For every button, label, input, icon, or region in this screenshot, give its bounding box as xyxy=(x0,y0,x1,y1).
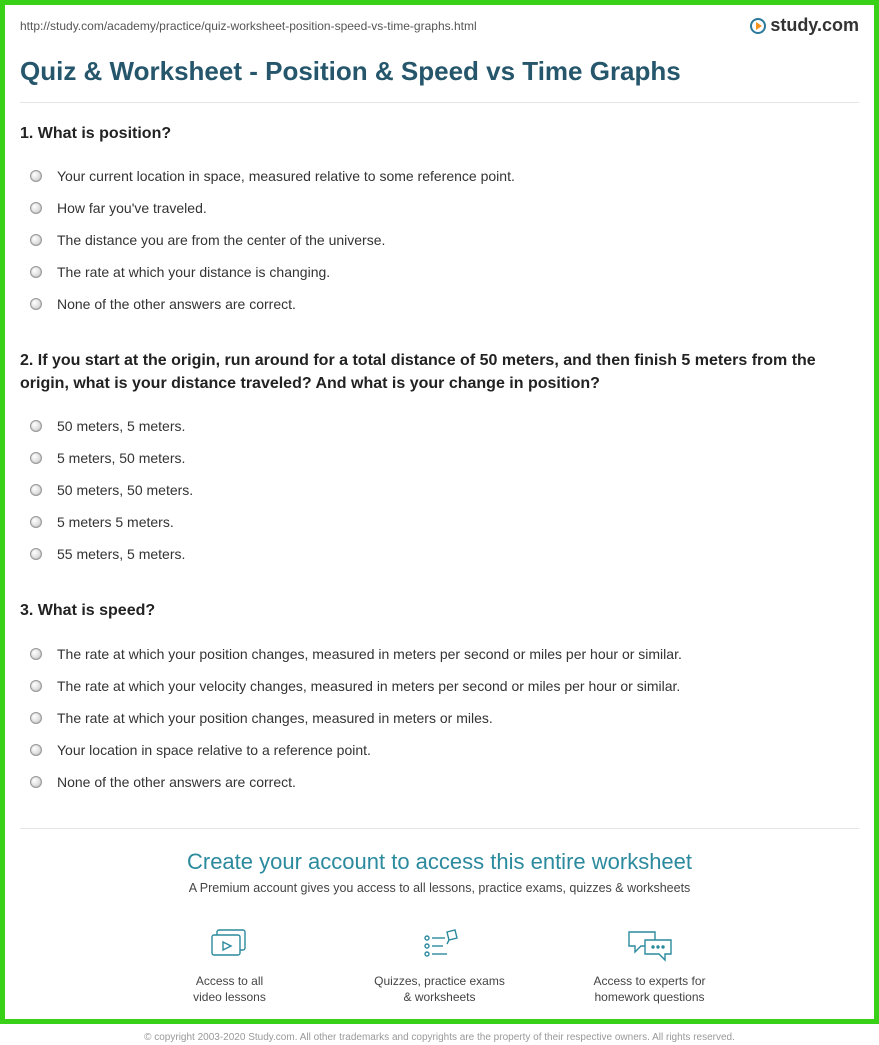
divider xyxy=(20,828,859,829)
chat-icon xyxy=(575,925,725,965)
radio-icon[interactable] xyxy=(30,744,42,756)
option-text: The rate at which your velocity changes,… xyxy=(57,678,680,694)
radio-icon[interactable] xyxy=(30,298,42,310)
answer-option[interactable]: Your location in space relative to a ref… xyxy=(20,734,859,766)
answer-option[interactable]: None of the other answers are correct. xyxy=(20,288,859,320)
radio-icon[interactable] xyxy=(30,548,42,560)
question-text: 1. What is position? xyxy=(20,123,859,145)
feature-text-line1: Quizzes, practice exams xyxy=(374,974,505,988)
answer-option[interactable]: 55 meters, 5 meters. xyxy=(20,538,859,570)
option-text: 55 meters, 5 meters. xyxy=(57,546,185,562)
option-text: The distance you are from the center of … xyxy=(57,232,385,248)
radio-icon[interactable] xyxy=(30,234,42,246)
option-text: The rate at which your position changes,… xyxy=(57,646,682,662)
option-text: None of the other answers are correct. xyxy=(57,296,296,312)
radio-icon[interactable] xyxy=(30,170,42,182)
option-text: None of the other answers are correct. xyxy=(57,774,296,790)
radio-icon[interactable] xyxy=(30,266,42,278)
feature-video-lessons: Access to all video lessons xyxy=(155,925,305,1007)
option-text: Your current location in space, measured… xyxy=(57,168,515,184)
quiz-icon xyxy=(365,925,515,965)
logo-text: study.com xyxy=(770,15,859,36)
option-text: 5 meters, 50 meters. xyxy=(57,450,185,466)
answer-option[interactable]: The rate at which your velocity changes,… xyxy=(20,670,859,702)
option-text: 5 meters 5 meters. xyxy=(57,514,174,530)
answer-option[interactable]: The rate at which your distance is chang… xyxy=(20,256,859,288)
answer-option[interactable]: How far you've traveled. xyxy=(20,192,859,224)
answer-option[interactable]: Your current location in space, measured… xyxy=(20,160,859,192)
answer-option[interactable]: 5 meters, 50 meters. xyxy=(20,442,859,474)
question: 3. What is speed? The rate at which your … xyxy=(20,600,859,797)
answer-option[interactable]: 50 meters, 5 meters. xyxy=(20,410,859,442)
feature-quizzes: Quizzes, practice exams & worksheets xyxy=(365,925,515,1007)
radio-icon[interactable] xyxy=(30,420,42,432)
cta-subtitle: A Premium account gives you access to al… xyxy=(20,881,859,895)
feature-experts: Access to experts for homework questions xyxy=(575,925,725,1007)
radio-icon[interactable] xyxy=(30,712,42,724)
question: 2. If you start at the origin, run aroun… xyxy=(20,350,859,570)
option-text: How far you've traveled. xyxy=(57,200,207,216)
radio-icon[interactable] xyxy=(30,516,42,528)
question-text: 3. What is speed? xyxy=(20,600,859,622)
feature-text-line1: Access to experts for xyxy=(593,974,705,988)
option-text: The rate at which your distance is chang… xyxy=(57,264,330,280)
feature-text-line2: homework questions xyxy=(594,990,704,1004)
answer-option[interactable]: The distance you are from the center of … xyxy=(20,224,859,256)
site-logo[interactable]: study.com xyxy=(750,15,859,36)
question-text: 2. If you start at the origin, run aroun… xyxy=(20,350,859,395)
option-text: Your location in space relative to a ref… xyxy=(57,742,371,758)
answer-option[interactable]: None of the other answers are correct. xyxy=(20,766,859,798)
radio-icon[interactable] xyxy=(30,680,42,692)
features-row: Access to all video lessons Quizzes, pra… xyxy=(20,925,859,1007)
option-text: The rate at which your position changes,… xyxy=(57,710,493,726)
answer-option[interactable]: 50 meters, 50 meters. xyxy=(20,474,859,506)
header-bar: http://study.com/academy/practice/quiz-w… xyxy=(20,15,859,36)
radio-icon[interactable] xyxy=(30,484,42,496)
option-text: 50 meters, 5 meters. xyxy=(57,418,185,434)
video-icon xyxy=(155,925,305,965)
cta-title: Create your account to access this entir… xyxy=(20,849,859,875)
radio-icon[interactable] xyxy=(30,776,42,788)
page-url: http://study.com/academy/practice/quiz-w… xyxy=(20,19,477,33)
answer-option[interactable]: 5 meters 5 meters. xyxy=(20,506,859,538)
copyright-text: © copyright 2003-2020 Study.com. All oth… xyxy=(20,1031,859,1045)
answer-option[interactable]: The rate at which your position changes,… xyxy=(20,638,859,670)
feature-text-line2: & worksheets xyxy=(403,990,475,1004)
radio-icon[interactable] xyxy=(30,202,42,214)
radio-icon[interactable] xyxy=(30,452,42,464)
feature-text-line2: video lessons xyxy=(193,990,266,1004)
feature-text-line1: Access to all xyxy=(196,974,263,988)
answer-option[interactable]: The rate at which your position changes,… xyxy=(20,702,859,734)
radio-icon[interactable] xyxy=(30,648,42,660)
play-icon xyxy=(750,18,766,34)
question: 1. What is position? Your current locatio… xyxy=(20,123,859,320)
page-title: Quiz & Worksheet - Position & Speed vs T… xyxy=(20,44,859,103)
option-text: 50 meters, 50 meters. xyxy=(57,482,193,498)
